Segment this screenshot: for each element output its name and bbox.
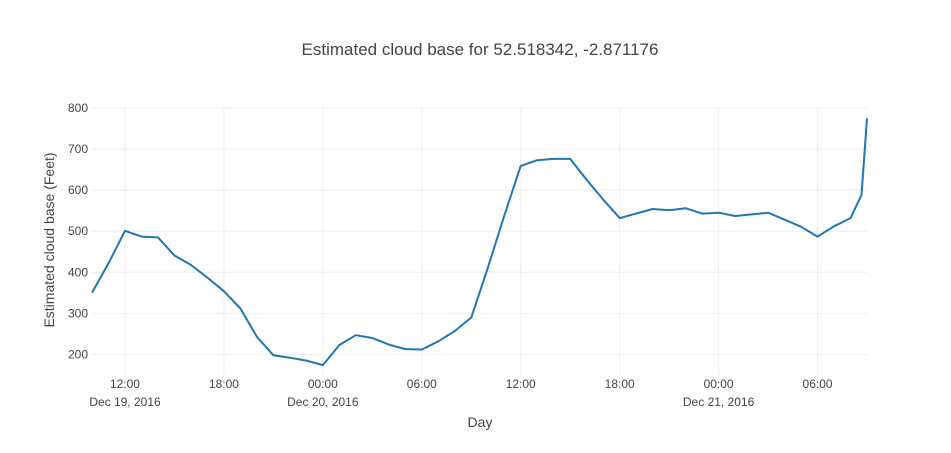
data-point (305, 360, 307, 362)
data-point (338, 344, 340, 346)
data-point (421, 349, 423, 351)
y-tick-label: 300 (68, 306, 88, 320)
data-point (619, 217, 621, 219)
chart-title: Estimated cloud base for 52.518342, -2.8… (302, 40, 659, 59)
data-point (454, 330, 456, 332)
data-point (157, 236, 159, 238)
data-point (371, 337, 373, 339)
data-point (437, 340, 439, 342)
y-tick-label: 600 (68, 183, 88, 197)
series-layer (91, 117, 868, 367)
x-tick-label: 12:00 (506, 377, 536, 391)
data-point (190, 264, 192, 266)
data-point (701, 213, 703, 215)
data-point (272, 354, 274, 356)
data-point (784, 219, 786, 221)
data-point (635, 213, 637, 215)
data-point (685, 207, 687, 209)
data-point (553, 158, 555, 160)
x-tick-label: 18:00 (209, 377, 239, 391)
data-point (536, 159, 538, 161)
y-tick-label: 400 (68, 265, 88, 279)
data-point (239, 308, 241, 310)
data-point (388, 344, 390, 346)
data-point (487, 267, 489, 269)
data-point (850, 217, 852, 219)
data-point (602, 199, 604, 201)
x-tick-label: 00:00 (308, 377, 338, 391)
data-point (503, 215, 505, 217)
data-point (91, 292, 93, 294)
y-tick-label: 500 (68, 224, 88, 238)
data-point (289, 357, 291, 359)
data-point (718, 212, 720, 214)
data-point (141, 236, 143, 238)
data-point (817, 236, 819, 238)
data-point (355, 334, 357, 336)
data-point (256, 336, 258, 338)
data-point (586, 179, 588, 181)
data-point (800, 226, 802, 228)
x-tick-label: 18:00 (605, 377, 635, 391)
x-tick-label: 06:00 (407, 377, 437, 391)
data-point (569, 158, 571, 160)
x-tick-label: 12:00 (110, 377, 140, 391)
data-point (206, 277, 208, 279)
x-axis-ticks: 12:00 Dec 19, 2016 18:00 00:00 Dec 20, 2016 0… (89, 377, 833, 409)
gridlines (92, 107, 867, 375)
y-axis-title: Estimated cloud base (Feet) (41, 152, 57, 327)
y-axis-ticks: 200 300 400 500 600 700 800 (68, 101, 88, 361)
data-point (668, 209, 670, 211)
data-point (866, 117, 868, 119)
data-point (833, 225, 835, 227)
data-point (322, 364, 324, 366)
y-tick-label: 800 (68, 101, 88, 115)
data-point (767, 212, 769, 214)
data-point (173, 255, 175, 257)
y-tick-label: 700 (68, 142, 88, 156)
x-tick-date-label: Dec 19, 2016 (89, 395, 161, 409)
x-tick-label: 00:00 (704, 377, 734, 391)
data-point (223, 290, 225, 292)
data-point (470, 317, 472, 319)
x-tick-date-label: Dec 20, 2016 (287, 395, 359, 409)
series-line (91, 118, 868, 367)
x-axis-title: Day (468, 414, 493, 430)
x-tick-date-label: Dec 21, 2016 (683, 395, 755, 409)
data-point (404, 348, 406, 350)
x-tick-label: 06:00 (803, 377, 833, 391)
data-point (520, 165, 522, 167)
data-point (861, 194, 863, 196)
data-point (734, 215, 736, 217)
data-point (751, 213, 753, 215)
data-point (108, 262, 110, 264)
y-tick-label: 200 (68, 347, 88, 361)
data-point (124, 230, 126, 232)
data-point (652, 208, 654, 210)
